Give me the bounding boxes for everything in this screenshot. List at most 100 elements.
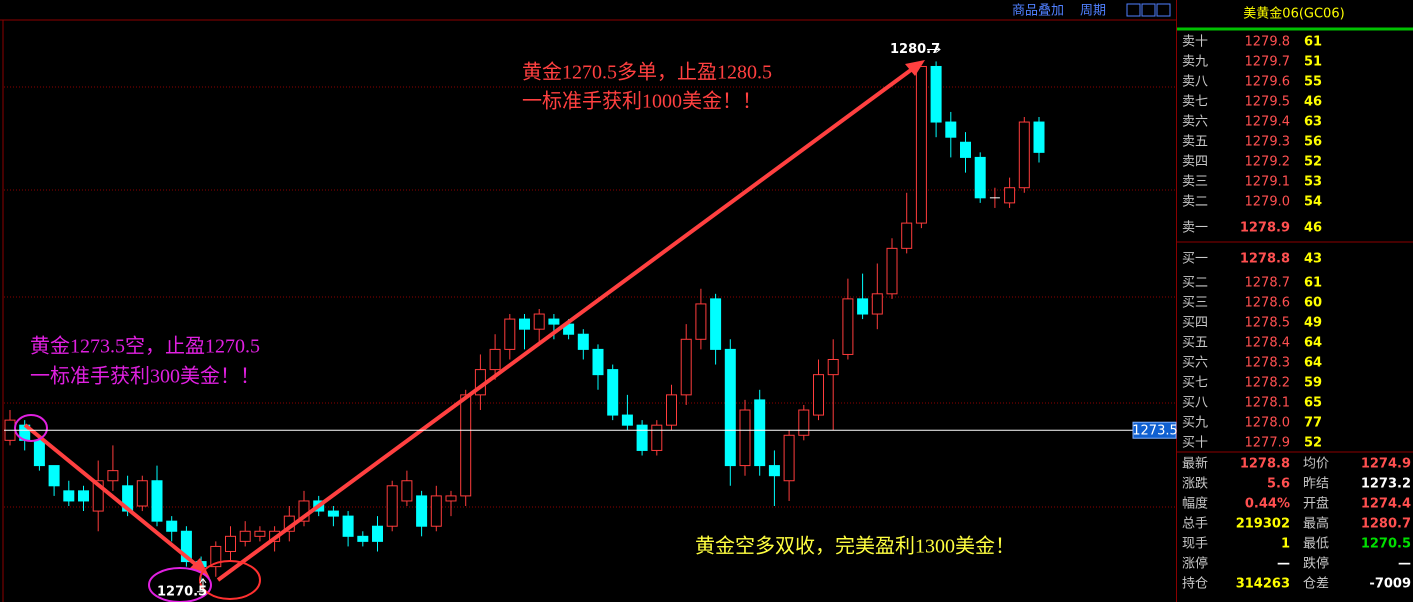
book-label: 买三: [1182, 296, 1208, 311]
low-circle: [148, 567, 212, 602]
candle-body: [519, 318, 530, 330]
book-price: 1278.4: [1245, 336, 1291, 351]
candle-body: [48, 465, 60, 487]
candle-body: [813, 374, 824, 416]
book-label: 卖九: [1182, 55, 1208, 70]
stat-label: 现手: [1182, 537, 1208, 552]
candle-body: [710, 298, 722, 350]
candle-body: [827, 358, 839, 376]
candle-body: [945, 121, 957, 138]
book-volume: 59: [1304, 376, 1322, 391]
candle-body: [239, 530, 251, 542]
book-label: 买六: [1182, 356, 1208, 371]
stat-label: 总手: [1182, 517, 1208, 532]
book-volume: 54: [1304, 195, 1322, 210]
stat-label: 开盘: [1303, 496, 1329, 512]
book-label: 买一: [1182, 252, 1208, 267]
candle-body: [504, 318, 516, 350]
candle-body: [372, 525, 383, 542]
candle-body: [357, 535, 369, 542]
candle-body: [915, 65, 927, 224]
book-price: 1279.2: [1245, 155, 1291, 170]
book-volume: 43: [1304, 252, 1322, 267]
candles: [4, 61, 1045, 582]
book-volume: 46: [1304, 95, 1322, 110]
stat-value: 1280.7: [1361, 517, 1411, 532]
book-price: 1279.6: [1245, 75, 1291, 90]
candle-body: [180, 530, 192, 563]
stat-value: -7009: [1369, 577, 1411, 592]
book-volume: 61: [1304, 276, 1322, 291]
stat-value: 219302: [1236, 517, 1290, 532]
candle-body: [651, 424, 663, 451]
book-volume: 53: [1304, 175, 1322, 190]
quote-title: 美黄金06(GC06): [1243, 6, 1344, 22]
book-volume: 77: [1304, 416, 1322, 431]
book-label: 买四: [1182, 316, 1208, 331]
book-price: 1279.5: [1245, 95, 1291, 110]
candle-body: [960, 141, 971, 158]
book-label: 卖三: [1182, 175, 1208, 190]
nav-left[interactable]: [1126, 3, 1141, 17]
stat-label: 持仓: [1182, 577, 1208, 592]
short-arrowhead: [190, 558, 210, 578]
candle-body: [210, 545, 222, 568]
book-label: 卖四: [1182, 155, 1208, 170]
candle-body: [1033, 121, 1045, 153]
book-volume: 61: [1304, 35, 1322, 50]
period-button[interactable]: 周期: [1080, 4, 1106, 19]
candle-body: [666, 394, 677, 426]
overlay-button[interactable]: 商品叠加: [1012, 4, 1064, 19]
stat-label: 跌停: [1303, 556, 1329, 572]
candle-body: [739, 409, 751, 467]
candle-body: [92, 480, 104, 512]
candle-body: [166, 520, 178, 532]
book-price: 1278.2: [1245, 376, 1291, 391]
candle-body: [342, 515, 354, 537]
candle-body: [695, 303, 707, 340]
book-volume: 49: [1304, 316, 1322, 331]
candle-body: [151, 480, 163, 522]
book-price: 1278.6: [1245, 296, 1291, 311]
candle-body: [460, 394, 472, 497]
cursor-label-box: [1132, 421, 1177, 439]
stat-label: 涨跌: [1182, 476, 1208, 492]
stat-value: 5.6: [1267, 477, 1290, 492]
book-label: 买八: [1182, 396, 1208, 411]
candle-body: [445, 495, 457, 502]
grid: [4, 86, 1176, 508]
trade-markup: [14, 60, 925, 602]
long-entry-circle: [199, 560, 261, 600]
annotation: 黄金1270.5多单，止盈1280.5: [522, 61, 772, 84]
book-volume: 51: [1304, 55, 1322, 70]
book-label: 卖八: [1182, 75, 1208, 90]
nav-buttons[interactable]: [1126, 3, 1171, 17]
book-price: 1278.8: [1240, 252, 1290, 267]
book-price: 1278.9: [1240, 221, 1290, 236]
stat-label: 仓差: [1303, 577, 1329, 592]
candle-body: [533, 313, 545, 330]
stat-value: 1274.4: [1361, 497, 1411, 512]
candle-body: [1018, 121, 1030, 189]
annotation: 黄金空多双收，完美盈利1300美金！: [695, 535, 1015, 558]
book-volume: 56: [1304, 135, 1322, 150]
candle-body: [577, 333, 589, 350]
candle-body: [136, 480, 148, 507]
nav-right[interactable]: [1141, 3, 1156, 17]
book-volume: 64: [1304, 336, 1322, 351]
book-volume: 60: [1304, 296, 1322, 311]
candle-body: [225, 535, 236, 552]
stat-label: 最新: [1182, 456, 1208, 472]
candle-body: [401, 480, 413, 502]
book-price: 1277.9: [1245, 436, 1291, 451]
nav-reset[interactable]: [1156, 3, 1171, 17]
cursor-label: 1273.5: [1132, 424, 1178, 439]
stat-value: 0.44%: [1245, 497, 1290, 512]
stat-label: 最高: [1303, 516, 1329, 532]
candle-body: [901, 222, 913, 249]
candle-body: [1004, 187, 1016, 204]
candle-body: [78, 490, 89, 502]
annotation: 一标准手获利300美金！！: [30, 365, 260, 388]
book-price: 1278.0: [1245, 416, 1291, 431]
book-label: 卖二: [1182, 195, 1208, 210]
